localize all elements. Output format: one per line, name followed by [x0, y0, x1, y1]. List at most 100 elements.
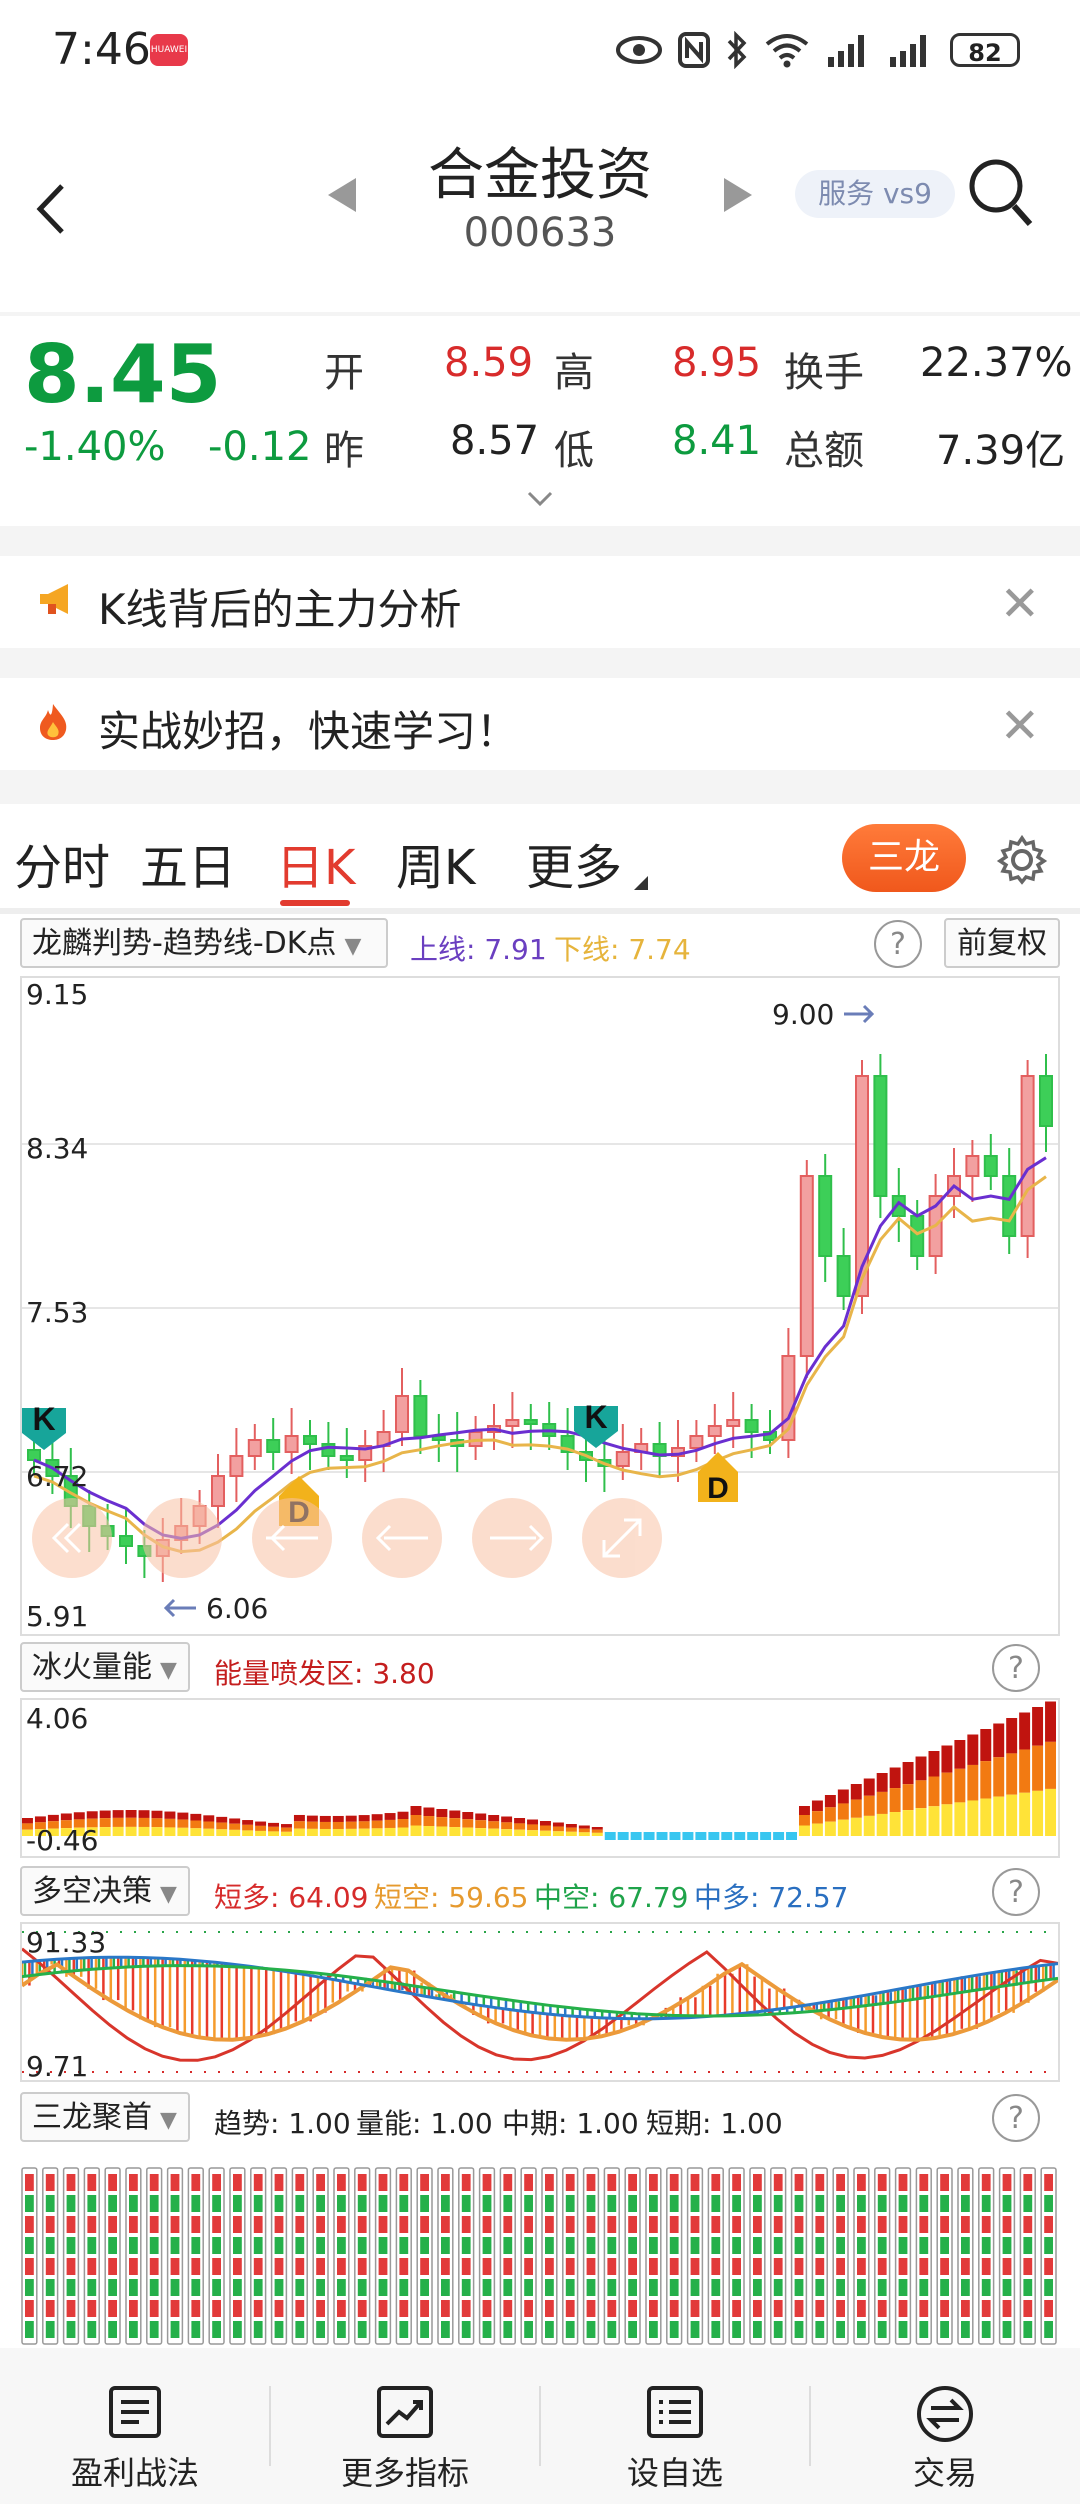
- sanlong-segment: [212, 2321, 221, 2338]
- help-icon[interactable]: ?: [992, 1868, 1040, 1916]
- kline-chart[interactable]: K K D D 9.15 8.34 7.53 6.72 5.91 9.00 6.…: [20, 976, 1060, 1636]
- sanlong-segment: [857, 2258, 866, 2275]
- back-icon[interactable]: [34, 182, 68, 236]
- rewind-icon[interactable]: [32, 1498, 112, 1578]
- volume-bar-top: [112, 1810, 124, 1818]
- sanlong-segment: [316, 2216, 325, 2233]
- spacer: [0, 770, 1080, 804]
- sanlong-bar: [562, 2167, 579, 2345]
- sanlong-segment: [233, 2237, 242, 2254]
- sanlong-segment: [170, 2300, 180, 2317]
- sanlong-bar: [291, 2167, 308, 2345]
- volume-bar-base: [112, 1826, 124, 1836]
- volume-indicator-label: 冰火量能: [32, 1650, 152, 1685]
- sanlong-segment: [690, 2321, 700, 2338]
- sanlong-segment: [378, 2195, 388, 2212]
- min-price-mark: 6.06: [206, 1592, 268, 1625]
- sanlong-segment: [898, 2300, 908, 2317]
- sanlong-segment: [461, 2279, 471, 2296]
- sanlong-segment: [586, 2258, 596, 2275]
- volume-bar-top: [242, 1820, 254, 1825]
- duokong-chart[interactable]: 91.33 9.71: [20, 1922, 1060, 2083]
- sanlong-segment: [170, 2216, 180, 2233]
- dropdown-arrow-icon: ▼: [160, 1882, 177, 1907]
- sanlong-segment: [87, 2279, 97, 2296]
- volume-bar-base: [436, 1826, 448, 1836]
- volume-bar-top: [190, 1813, 202, 1821]
- sanlong-segment: [149, 2216, 159, 2233]
- volume-bar-base: [1032, 1790, 1044, 1836]
- tab-five-day[interactable]: 五日: [140, 840, 237, 896]
- sanlong-segment: [690, 2174, 700, 2191]
- sanlong-segment: [295, 2321, 305, 2338]
- help-icon[interactable]: ?: [992, 2094, 1040, 2142]
- close-icon[interactable]: ✕: [999, 576, 1040, 632]
- duokong-indicator-select[interactable]: 多空决策 ▼: [20, 1866, 190, 1916]
- banner-learn[interactable]: 实战妙招，快速学习！ ✕: [0, 678, 1080, 770]
- nav-trade[interactable]: 交易: [810, 2348, 1080, 2504]
- y-axis-tick-1: 8.34: [26, 1132, 88, 1165]
- candle-body: [247, 1439, 262, 1457]
- sanlong-segment: [607, 2321, 617, 2338]
- nav-add-watchlist[interactable]: 设自选: [540, 2348, 810, 2504]
- volume-bar-mid: [967, 1764, 979, 1801]
- sanlong-segment: [877, 2279, 887, 2296]
- sanlong-segment: [503, 2216, 513, 2233]
- volume-bar-mid: [811, 1811, 823, 1824]
- volume-bar-base: [993, 1796, 1005, 1836]
- banner-text: K线背后的主力分析: [98, 585, 462, 634]
- sanlong-button[interactable]: 三龙: [842, 824, 966, 892]
- search-icon[interactable]: [968, 158, 1034, 228]
- candle-body: [413, 1395, 428, 1437]
- help-icon[interactable]: ?: [992, 1644, 1040, 1692]
- volume-bar: [643, 1832, 655, 1840]
- zoom-out-icon[interactable]: [142, 1498, 222, 1578]
- volume-indicator-select[interactable]: 冰火量能 ▼: [20, 1642, 190, 1692]
- sanlong-segment: [773, 2216, 783, 2233]
- sanlong-bar: [645, 2167, 662, 2345]
- divider: [0, 908, 1080, 914]
- volume-bar-mid: [164, 1818, 176, 1828]
- sanlong-segment: [1044, 2237, 1053, 2254]
- sanlong-segment: [857, 2321, 866, 2338]
- next-stock-icon[interactable]: [722, 176, 754, 214]
- sanlong-indicator-select[interactable]: 三龙聚首 ▼: [20, 2092, 190, 2142]
- sanlong-segment: [87, 2321, 97, 2338]
- tab-more[interactable]: 更多: [526, 840, 623, 896]
- sanlong-segment: [794, 2216, 804, 2233]
- sanlong-segment: [503, 2300, 513, 2317]
- sanlong-segment: [836, 2279, 845, 2296]
- nav-more-indicators[interactable]: 更多指标: [270, 2348, 540, 2504]
- restore-right-button[interactable]: 前复权: [944, 918, 1060, 968]
- sanlong-segment: [108, 2300, 117, 2317]
- sanlong-segment: [108, 2237, 117, 2254]
- prev-stock-icon[interactable]: [326, 176, 358, 214]
- volume-bar-top: [164, 1811, 176, 1819]
- sanlong-segment: [524, 2174, 533, 2191]
- kline-indicator-select[interactable]: 龙麟判势-趋势线-DK点 ▼: [20, 918, 388, 968]
- help-icon[interactable]: ?: [874, 920, 922, 968]
- sanlong-segment: [877, 2258, 887, 2275]
- tab-weekly-k[interactable]: 周K: [396, 840, 476, 896]
- volume-bar-base: [86, 1827, 98, 1836]
- sanlong-segment: [399, 2195, 409, 2212]
- volume-chart[interactable]: 4.06 -0.46: [20, 1698, 1060, 1858]
- sanlong-segment: [711, 2279, 721, 2296]
- sanlong-chart[interactable]: [20, 2164, 1060, 2348]
- close-icon[interactable]: ✕: [999, 698, 1040, 754]
- gear-icon[interactable]: [996, 834, 1048, 886]
- nav-profit-strategy[interactable]: 盈利战法: [0, 2348, 270, 2504]
- volume-bar-base: [60, 1828, 72, 1836]
- sanlong-segment: [337, 2300, 346, 2317]
- expand-chevron-icon[interactable]: [526, 490, 554, 508]
- tab-daily-k[interactable]: 日K: [276, 840, 356, 896]
- service-button[interactable]: 服务 vs9: [795, 170, 955, 218]
- volume-bar-mid: [993, 1757, 1005, 1797]
- tab-minute[interactable]: 分时: [14, 840, 111, 896]
- sanlong-segment: [753, 2279, 762, 2296]
- energy-burst-value: 能量喷发区: 3.80: [214, 1657, 435, 1690]
- banner-kline-analysis[interactable]: K线背后的主力分析 ✕: [0, 556, 1080, 648]
- sanlong-segment: [753, 2237, 762, 2254]
- volume-bar-top: [824, 1795, 836, 1808]
- sanlong-segment: [586, 2300, 596, 2317]
